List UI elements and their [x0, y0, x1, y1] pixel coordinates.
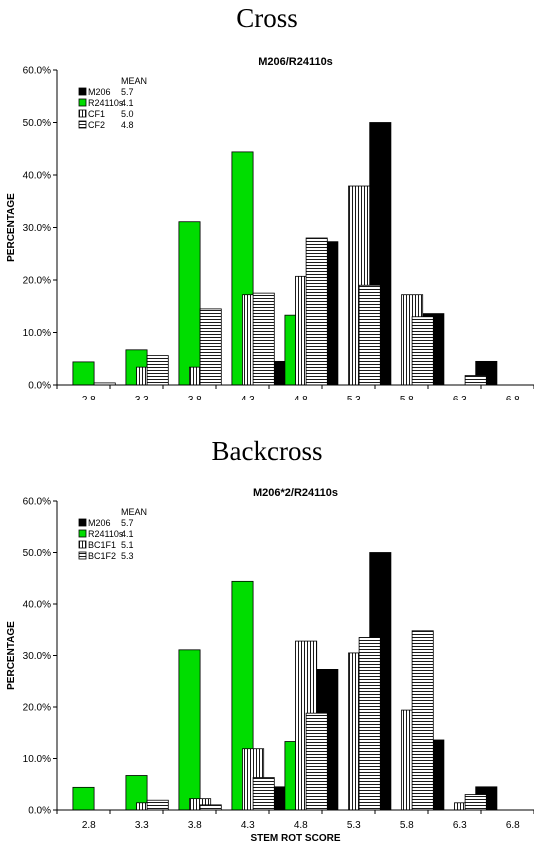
legend-label-cf1: CF1 [88, 109, 105, 119]
y-tick-label: 50.0% [23, 548, 51, 559]
x-tick-label: 6.3 [453, 820, 467, 831]
legend-mean-cf2: 4.8 [121, 120, 134, 130]
legend-label-m206: M206 [88, 87, 111, 97]
x-tick-label: 4.3 [241, 820, 255, 831]
legend-swatch-m206 [78, 87, 87, 96]
y-tick-label: 20.0% [23, 703, 51, 714]
bar-bc1f2 [199, 804, 222, 811]
y-tick-label: 30.0% [23, 651, 51, 662]
y-tick-label: 40.0% [23, 600, 51, 611]
chart-title: M206*2/R24110s [253, 487, 338, 499]
x-tick-label: 5.3 [347, 395, 361, 400]
x-tick-label: 5.8 [400, 820, 414, 831]
legend-mean-r24110s: 4.1 [121, 98, 134, 108]
bar-r24110s [72, 361, 95, 386]
bar-bc1f2 [252, 777, 275, 811]
legend-label-bc1f1: BC1F1 [88, 540, 116, 550]
y-tick-label: 0.0% [28, 806, 51, 817]
x-tick-label: 2.8 [82, 820, 96, 831]
legend-label-r24110s: R24110s [88, 529, 124, 539]
x-tick-label: 3.3 [135, 820, 149, 831]
backcross-heading: Backcross [211, 436, 323, 466]
legend-swatch-m206 [78, 518, 87, 527]
bar-r24110s [178, 649, 201, 811]
cross-heading: Cross [236, 3, 298, 33]
legend-mean-m206: 5.7 [121, 87, 134, 97]
bar-bc1f2 [411, 630, 434, 811]
legend-swatch-bc1f2 [78, 551, 87, 560]
bar-r24110s [72, 786, 95, 811]
cross-chart: M206/R24110s 0.0% 10.0% 20.0% 30.0% 40.0% 50.0… [6, 56, 534, 400]
legend-label-m206: M206 [88, 518, 111, 528]
bar-bc1f2 [358, 637, 381, 811]
legend-label-bc1f2: BC1F2 [88, 551, 116, 561]
x-axis-label: STEM ROT SCORE [250, 833, 340, 842]
x-tick-label: 4.8 [294, 395, 308, 400]
bar-cf2 [305, 237, 328, 386]
legend-label-r24110s: R24110s [88, 98, 124, 108]
y-tick-label: 10.0% [23, 328, 51, 339]
chart-title: M206/R24110s [258, 56, 333, 68]
legend-label-cf2: CF2 [88, 120, 105, 130]
bar-bc1f2 [305, 712, 328, 811]
y-tick-label: 30.0% [23, 223, 51, 234]
backcross-chart: M206*2/R24110s 0.0% 10.0% 20.0% 30.0% 40.0% 50… [6, 487, 534, 842]
legend-mean-bc1f2: 5.3 [121, 551, 134, 561]
y-tick-label: 10.0% [23, 754, 51, 765]
bar-r24110s [178, 221, 201, 386]
legend-swatch-cf1 [78, 109, 87, 118]
bar-cf2 [199, 308, 222, 386]
x-tick-label: 3.3 [135, 395, 149, 400]
x-tick-label: 4.3 [241, 395, 255, 400]
x-tick-label: 5.8 [400, 395, 414, 400]
legend-title: MEAN [121, 76, 147, 86]
y-axis-label: PERCENTAGE [6, 193, 17, 262]
y-tick-label: 40.0% [23, 171, 51, 182]
legend-swatch-r24110s [78, 98, 87, 107]
legend-mean-r24110s: 4.1 [121, 529, 134, 539]
legend-mean-cf1: 5.0 [121, 109, 134, 119]
x-tick-label: 3.8 [188, 820, 202, 831]
x-tick-label: 6.3 [453, 395, 467, 400]
y-tick-label: 20.0% [23, 276, 51, 287]
bar-cf2 [411, 316, 434, 386]
bar-cf2 [358, 284, 381, 386]
legend-swatch-cf2 [78, 120, 87, 129]
x-tick-label: 3.8 [188, 395, 202, 400]
y-tick-label: 60.0% [23, 66, 51, 77]
x-tick-label: 6.8 [506, 395, 520, 400]
y-tick-label: 60.0% [23, 497, 51, 508]
bar-bc1f2 [464, 794, 487, 811]
y-tick-label: 50.0% [23, 118, 51, 129]
y-tick-label: 0.0% [28, 381, 51, 392]
bar-cf2 [464, 375, 487, 386]
x-tick-label: 5.3 [347, 820, 361, 831]
bar-cf2 [146, 355, 169, 386]
bar-cf2 [252, 292, 275, 386]
legend-title: MEAN [121, 507, 147, 517]
legend-mean-m206: 5.7 [121, 518, 134, 528]
legend-swatch-bc1f1 [78, 540, 87, 549]
legend-swatch-r24110s [78, 529, 87, 538]
legend-mean-bc1f1: 5.1 [121, 540, 134, 550]
x-tick-label: 4.8 [294, 820, 308, 831]
y-axis-label: PERCENTAGE [6, 621, 17, 690]
x-tick-label: 6.8 [506, 820, 520, 831]
bar-bc1f2 [146, 799, 169, 811]
x-tick-label: 2.8 [82, 395, 96, 400]
